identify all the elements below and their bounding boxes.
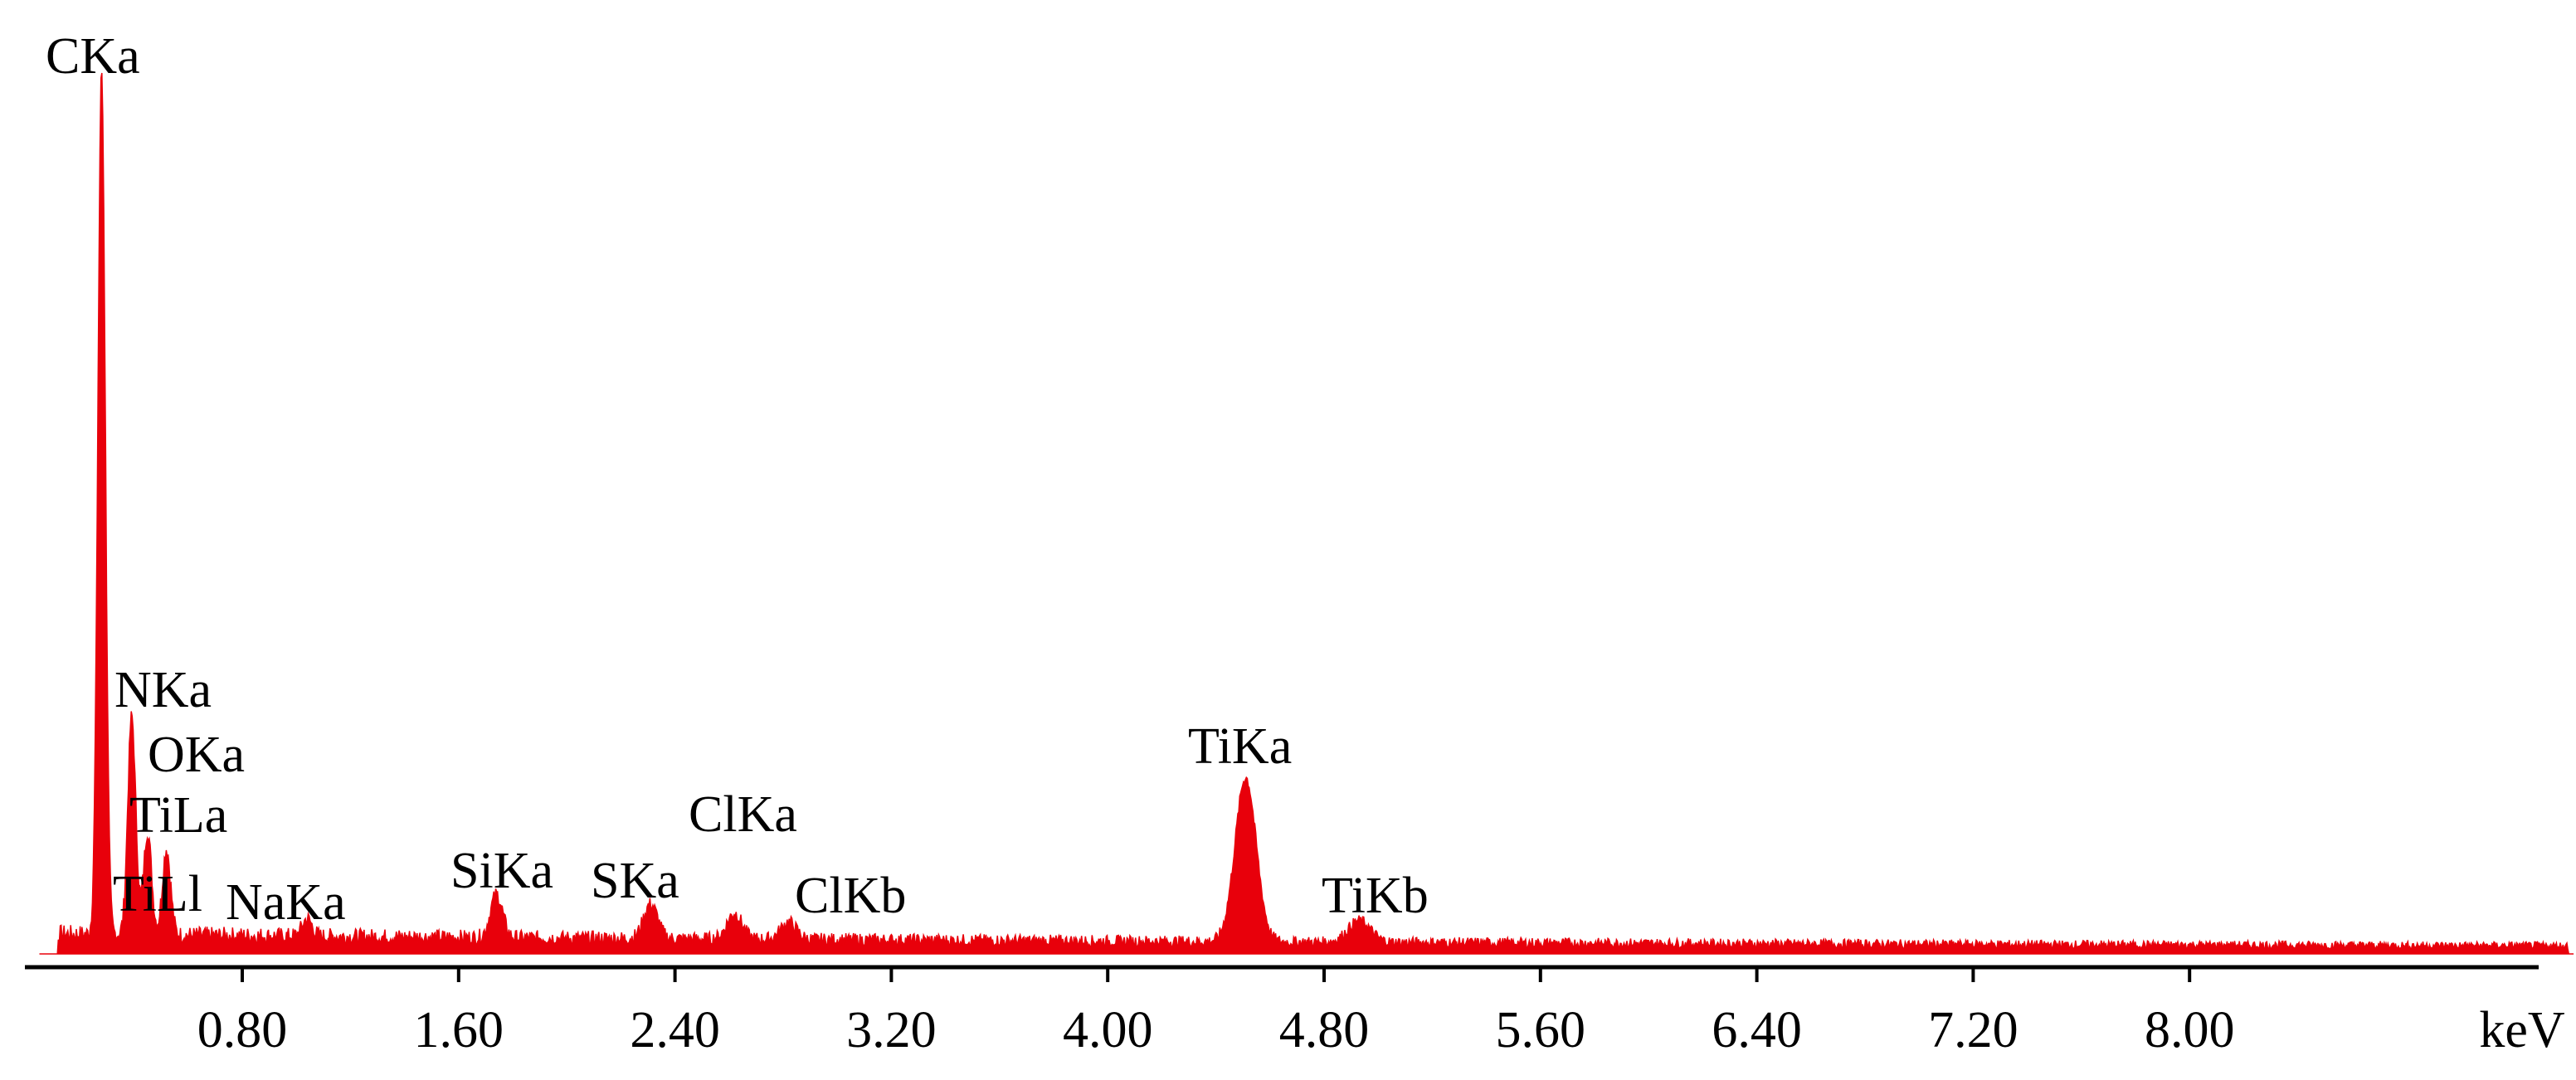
peak-label-cka: CKa (46, 28, 140, 85)
x-tick-label: 0.80 (197, 1002, 288, 1058)
spectrum-layer (39, 72, 2574, 955)
x-tick-label: 3.20 (846, 1002, 937, 1058)
peak-label-clkb: ClKb (795, 868, 906, 924)
spectrum-area (39, 72, 2574, 955)
x-tick-label: 8.00 (2145, 1002, 2235, 1058)
peak-label-tika: TiKa (1188, 718, 1292, 775)
x-tick-label: 4.00 (1063, 1002, 1153, 1058)
peak-label-oka: OKa (148, 727, 245, 783)
peak-label-nka: NKa (114, 662, 212, 718)
x-tick-label: 7.20 (1928, 1002, 2018, 1058)
x-tick-label: 4.80 (1279, 1002, 1370, 1058)
x-tick-label: 2.40 (630, 1002, 720, 1058)
peak-label-tila: TiLa (129, 787, 227, 844)
peak-label-tikb: TiKb (1322, 868, 1429, 924)
x-axis-unit-label: keV (2479, 1002, 2565, 1058)
peak-label-sika: SiKa (450, 843, 553, 899)
x-axis-ticks: 0.80 1.60 2.40 3.20 4.00 4.80 5.60 6.40 7.20 8.00 (197, 967, 2235, 1058)
x-tick-label: 6.40 (1712, 1002, 1802, 1058)
peak-label-till: TiLl (113, 866, 202, 922)
x-tick-label: 1.60 (414, 1002, 504, 1058)
peak-label-naka: NaKa (226, 874, 346, 931)
x-tick-label: 5.60 (1496, 1002, 1586, 1058)
peak-label-ska: SKa (591, 853, 679, 909)
peak-label-clka: ClKa (689, 786, 797, 843)
